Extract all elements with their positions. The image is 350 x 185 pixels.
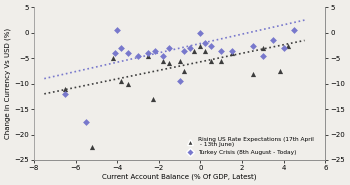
Point (160, 59, 166, 62)
Point (250, 72, 255, 75)
Point (177, 80, 182, 83)
Point (119, 80, 124, 83)
Point (191, 49, 197, 52)
Point (208, 44, 213, 47)
Point (160, 54, 166, 57)
Point (281, 47, 287, 50)
Point (181, 49, 187, 52)
Point (119, 47, 124, 50)
Point (110, 57, 116, 60)
Point (167, 47, 172, 50)
Point (271, 39, 276, 42)
Point (83, 120, 89, 123)
Point (187, 47, 193, 50)
X-axis label: Current Account Balance (% Of GDP, Latest): Current Account Balance (% Of GDP, Lates… (103, 174, 257, 180)
Point (277, 70, 282, 73)
Point (146, 54, 151, 57)
Point (260, 47, 266, 50)
Point (146, 52, 151, 55)
Point (291, 29, 297, 32)
Point (177, 59, 182, 62)
Y-axis label: Change In Currency Vs USD (%): Change In Currency Vs USD (%) (5, 28, 11, 139)
Legend: Rising US Rate Expectations (17th April
 - 13th June), Turkey Crisis (8th August: Rising US Rate Expectations (17th April … (182, 134, 317, 157)
Point (167, 62, 172, 65)
Point (260, 54, 266, 57)
Point (208, 59, 213, 62)
Point (62, 87, 68, 90)
Point (114, 29, 120, 32)
Point (218, 49, 224, 52)
Point (285, 44, 291, 47)
Point (125, 52, 131, 55)
Point (89, 146, 95, 149)
Point (198, 44, 203, 47)
Point (202, 49, 208, 52)
Point (135, 54, 141, 57)
Point (229, 52, 234, 55)
Point (150, 97, 155, 100)
Point (202, 41, 208, 44)
Point (152, 49, 158, 52)
Point (112, 52, 118, 55)
Point (62, 92, 68, 95)
Point (125, 82, 131, 85)
Point (198, 31, 203, 34)
Point (218, 59, 224, 62)
Point (181, 70, 187, 73)
Point (229, 49, 234, 52)
Point (250, 44, 255, 47)
